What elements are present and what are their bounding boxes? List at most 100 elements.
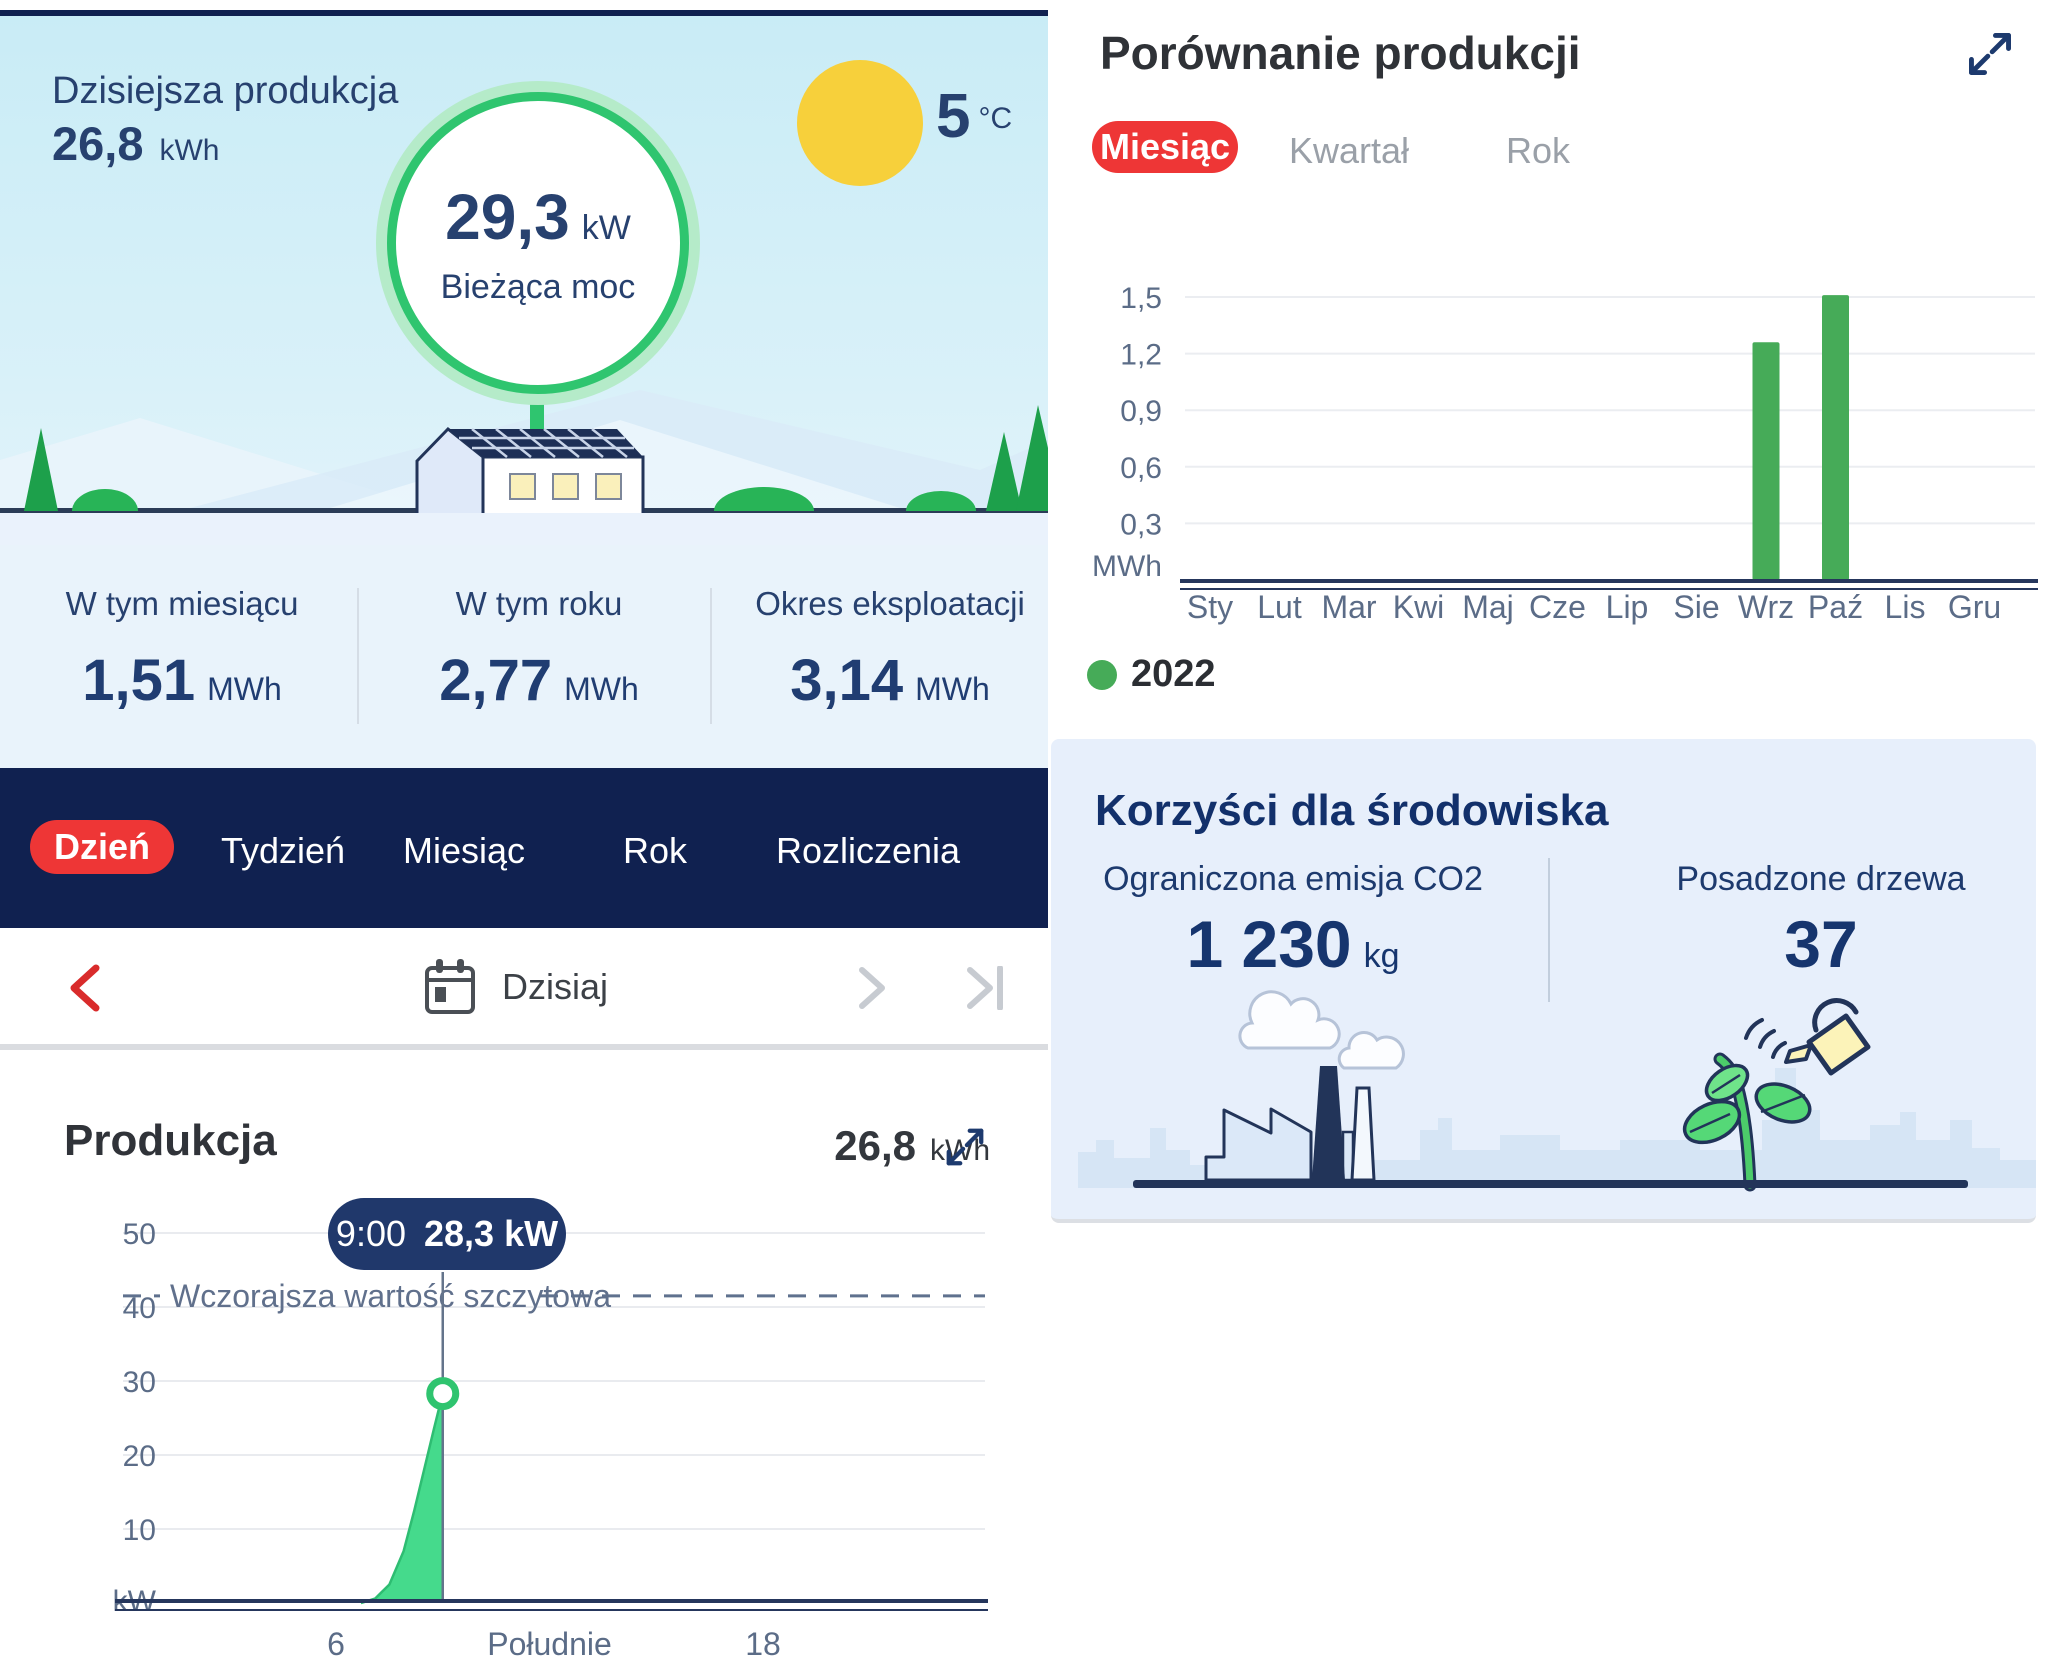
- period-navbar: [0, 768, 1048, 928]
- y-tick: 0,6: [1120, 452, 1162, 485]
- y-tick: 0,9: [1120, 395, 1162, 428]
- production-total-value: 26,8: [834, 1122, 916, 1169]
- totals-panel: [0, 545, 1048, 768]
- bar-Wrz: [1752, 342, 1780, 580]
- stat-month: W tym miesiącu 1,51 MWh: [12, 585, 352, 714]
- x-tick-Sie: Sie: [1673, 589, 1719, 625]
- cloud-icon: [1337, 1030, 1405, 1070]
- co2-label: Ograniczona emisja CO2: [1103, 860, 1483, 898]
- today-value: 26,8: [52, 117, 144, 170]
- chart-legend: 2022: [1087, 653, 1216, 696]
- x-tick-Cze: Cze: [1529, 589, 1586, 625]
- production-area: [360, 1393, 443, 1603]
- x-tick-Sty: Sty: [1187, 589, 1233, 625]
- production-title: Produkcja: [64, 1116, 277, 1165]
- gauge-label: Bieżąca moc: [440, 267, 636, 306]
- y-tick: 10: [123, 1514, 156, 1547]
- tooltip-time: 9:00: [335, 1213, 406, 1254]
- bush-icon: [714, 487, 814, 511]
- expand-icon[interactable]: [944, 1126, 986, 1168]
- cloud-icon: [1238, 990, 1341, 1050]
- stat-label: W tym roku: [455, 585, 623, 622]
- next-day-icon[interactable]: [856, 966, 888, 1010]
- co2-unit: kg: [1363, 937, 1400, 975]
- expand-icon[interactable]: [1966, 30, 2014, 78]
- gauge-unit: kW: [581, 208, 631, 247]
- tooltip-value: 28,3 kW: [424, 1213, 559, 1254]
- tab-rozliczenia[interactable]: Rozliczenia: [775, 830, 961, 871]
- bar-Paź: [1822, 295, 1849, 580]
- x-tick-Lis: Lis: [1885, 589, 1926, 625]
- x-tick: 6: [327, 1626, 345, 1662]
- co2-value: 1 230: [1186, 907, 1352, 981]
- divider: [1548, 858, 1550, 1002]
- stat-value: 1,51: [82, 648, 196, 713]
- environment-illustration: [1078, 990, 2036, 1192]
- today-production-label: Dzisiejsza produkcja: [52, 70, 399, 112]
- x-tick-Paź: Paź: [1808, 589, 1863, 625]
- stat-label: W tym miesiącu: [65, 585, 299, 622]
- landscape-illustration: [0, 388, 1048, 545]
- foreground-ground: [0, 513, 1048, 545]
- house-windows: [509, 473, 622, 500]
- skip-to-today-icon[interactable]: [966, 966, 1010, 1010]
- stat-year: W tym roku 2,77 MWh: [369, 585, 709, 714]
- tab-dzien[interactable]: Dzień: [30, 820, 174, 874]
- x-tick-Wrz: Wrz: [1738, 589, 1794, 625]
- watering-can-icon: [1744, 998, 1871, 1076]
- divider: [710, 588, 712, 724]
- x-tick-Kwi: Kwi: [1393, 589, 1445, 625]
- trees-label: Posadzone drzewa: [1676, 860, 1966, 898]
- stat-value: 2,77: [439, 648, 553, 713]
- y-tick: 50: [123, 1218, 156, 1251]
- reference-line-label: Wczorajsza wartość szczytowa: [170, 1278, 611, 1314]
- previous-day-icon[interactable]: [66, 962, 106, 1014]
- y-tick: 1,5: [1120, 282, 1162, 315]
- plant-leaves: [1682, 1063, 1812, 1145]
- tab-kwartal[interactable]: Kwartał: [1288, 130, 1410, 171]
- y-axis-unit: MWh: [1092, 550, 1162, 583]
- bush-icon: [906, 491, 976, 511]
- stat-label: Okres eksploatacji: [755, 585, 1025, 622]
- temperature-unit: °C: [978, 102, 1013, 135]
- gauge-stem: [530, 388, 544, 432]
- divider: [357, 588, 359, 724]
- tab-miesiac-comparison[interactable]: Miesiąc: [1092, 121, 1238, 173]
- top-divider-line: [0, 10, 1048, 16]
- legend-dot-icon: [1087, 659, 1117, 690]
- legend-label: 2022: [1131, 653, 1216, 695]
- city-skyline: [1078, 1068, 2036, 1188]
- calendar-icon[interactable]: [424, 958, 476, 1016]
- co2-value-row: 1 230 kg: [1186, 906, 1399, 982]
- sun-icon: [797, 60, 923, 186]
- tree-icon: [24, 428, 58, 511]
- x-tick-Lip: Lip: [1606, 589, 1649, 625]
- y-tick: 30: [123, 1366, 156, 1399]
- tab-rok[interactable]: Rok: [622, 830, 688, 871]
- production-total: 26,8 kWh: [690, 1122, 990, 1170]
- y-tick: 1,2: [1120, 339, 1162, 372]
- factory-chimney: [1350, 1086, 1376, 1182]
- comparison-title: Porównanie produkcji: [1100, 27, 1581, 79]
- factory-chimney: [1312, 1066, 1345, 1180]
- stat-lifetime: Okres eksploatacji 3,14 MWh: [720, 585, 1060, 714]
- tree-icon: [1016, 405, 1048, 511]
- temperature-value: 5: [936, 82, 971, 151]
- tree-icon: [986, 432, 1022, 511]
- divider: [0, 1044, 1048, 1050]
- comparison-bar-chart: 1,5 1,2 0,9 0,6 0,3 MWh Sty Lut Mar Kwi Maj Cze Lip S…: [1092, 282, 2038, 625]
- tab-tydzien[interactable]: Tydzień: [220, 830, 346, 871]
- tab-rok-comparison[interactable]: Rok: [1505, 130, 1571, 171]
- gauge-value: 29,3: [445, 180, 570, 253]
- y-tick: 0,3: [1120, 508, 1162, 541]
- today-unit: kWh: [159, 134, 220, 167]
- stat-unit: MWh: [207, 671, 282, 707]
- tab-miesiac[interactable]: Miesiąc: [402, 830, 526, 871]
- production-area-edge: [360, 1393, 444, 1605]
- y-tick: 20: [123, 1440, 156, 1473]
- trees-value-row: 37: [1784, 906, 1857, 982]
- date-label[interactable]: Dzisiaj: [502, 966, 609, 1007]
- trees-value: 37: [1784, 907, 1858, 981]
